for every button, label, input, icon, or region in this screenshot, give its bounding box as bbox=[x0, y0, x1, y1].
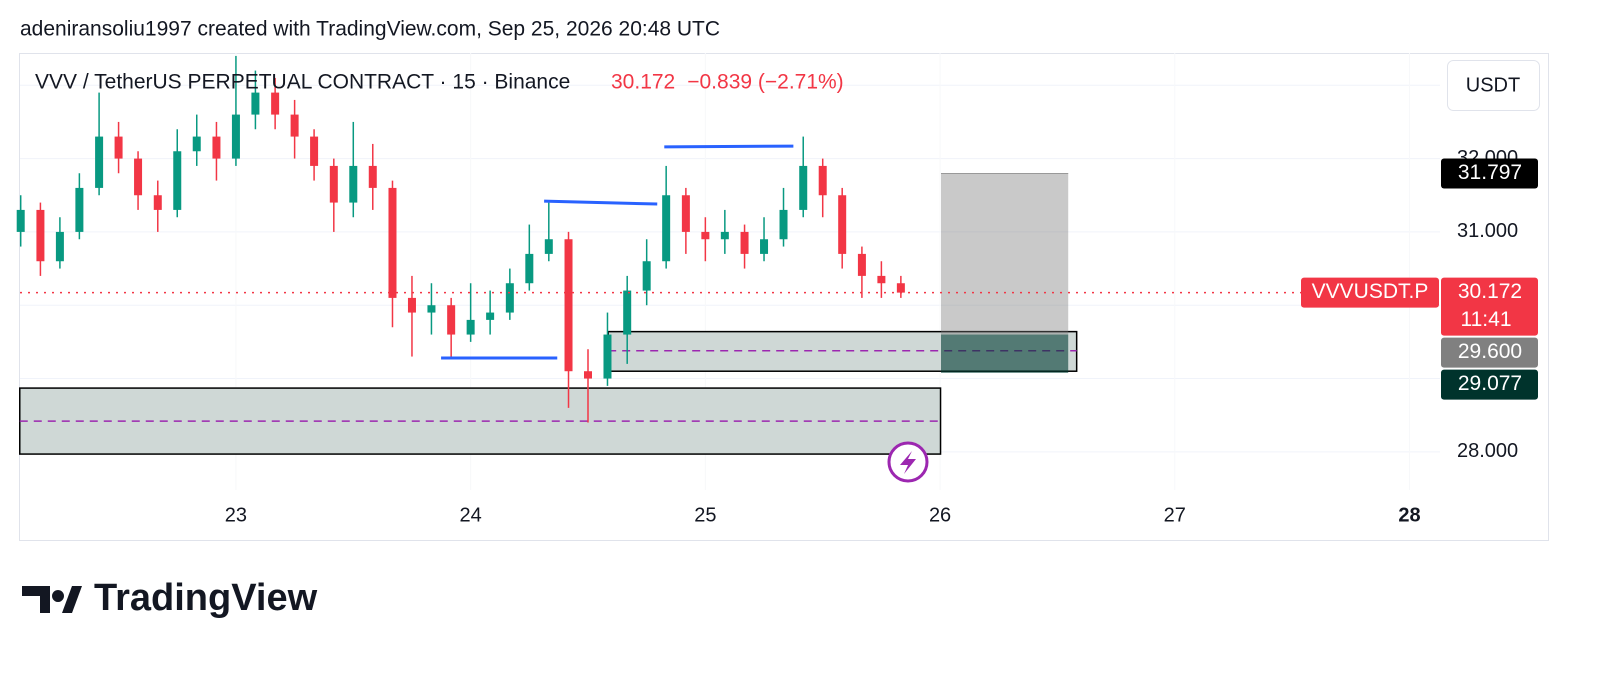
candle-body bbox=[251, 93, 259, 115]
last-price: 30.172 bbox=[611, 71, 675, 94]
x-tick-label: 23 bbox=[225, 504, 247, 526]
candle-body bbox=[447, 305, 455, 334]
candle-body bbox=[388, 188, 396, 298]
candle-body bbox=[271, 93, 279, 115]
candle-body bbox=[525, 254, 533, 283]
candle-body bbox=[95, 137, 103, 188]
candle-body bbox=[721, 232, 729, 239]
candle-body bbox=[838, 195, 846, 254]
candle-body bbox=[17, 210, 25, 232]
symbol-label: VVVUSDT.P bbox=[1312, 280, 1429, 303]
candle-body bbox=[603, 335, 611, 379]
candle-body bbox=[349, 166, 357, 203]
header: adeniransoliu1997 created with TradingVi… bbox=[20, 18, 720, 41]
candle-body bbox=[154, 195, 162, 210]
candle-body bbox=[741, 232, 749, 254]
brand: TradingView bbox=[94, 577, 318, 619]
candle-body bbox=[819, 166, 827, 195]
candle-body bbox=[173, 151, 181, 210]
currency-label[interactable]: USDT bbox=[1466, 74, 1520, 96]
candle-body bbox=[584, 371, 592, 378]
candle-body bbox=[897, 283, 905, 292]
candle-body bbox=[760, 239, 768, 254]
candle-body bbox=[486, 313, 494, 320]
trend-line bbox=[664, 146, 793, 147]
candle-body bbox=[858, 254, 866, 276]
candle-body bbox=[643, 261, 651, 290]
x-tick-label: 24 bbox=[460, 504, 482, 526]
price-change: −0.839 (−2.71%) bbox=[687, 71, 843, 94]
candle-body bbox=[662, 195, 670, 261]
candle-body bbox=[701, 232, 709, 239]
candle-body bbox=[115, 137, 123, 159]
candle-body bbox=[212, 137, 220, 159]
candle-body bbox=[193, 137, 201, 152]
candle-body bbox=[291, 115, 299, 137]
candle-body bbox=[467, 320, 475, 335]
candle-body bbox=[623, 291, 631, 335]
position-stop bbox=[941, 335, 1068, 373]
x-tick-label: 25 bbox=[694, 504, 716, 526]
candle-body bbox=[56, 232, 64, 261]
y-tick-label: 28.000 bbox=[1457, 440, 1518, 462]
zone bbox=[20, 388, 941, 454]
position-target bbox=[941, 173, 1068, 334]
candle-body bbox=[682, 195, 690, 232]
candle-body bbox=[780, 210, 788, 239]
candle-body bbox=[310, 137, 318, 166]
candle-body bbox=[75, 188, 83, 232]
candle-body bbox=[369, 166, 377, 188]
candle-body bbox=[427, 305, 435, 312]
y-tick-label: 31.000 bbox=[1457, 220, 1518, 242]
candle-body bbox=[506, 283, 514, 312]
candle-body bbox=[799, 166, 807, 210]
candle-body bbox=[408, 298, 416, 313]
x-tick-label: 26 bbox=[929, 504, 951, 526]
position-badge-label: 29.600 bbox=[1458, 340, 1522, 363]
x-tick-label: 27 bbox=[1164, 504, 1186, 526]
candle-body bbox=[545, 239, 553, 254]
candle-body bbox=[36, 210, 44, 261]
candle-body bbox=[232, 115, 240, 159]
candle-body bbox=[877, 276, 885, 283]
countdown: 11:41 bbox=[1461, 308, 1512, 331]
x-tick-label: 28 bbox=[1398, 504, 1420, 526]
position-badge-label: 31.797 bbox=[1458, 161, 1522, 184]
position-badge-label: 29.077 bbox=[1458, 372, 1522, 395]
price-badge-label: 30.172 bbox=[1458, 280, 1522, 303]
candle-body bbox=[565, 239, 573, 371]
chart-title: VVV / TetherUS PERPETUAL CONTRACT · 15 ·… bbox=[35, 71, 570, 94]
candle-body bbox=[330, 166, 338, 203]
candle-body bbox=[134, 159, 142, 196]
